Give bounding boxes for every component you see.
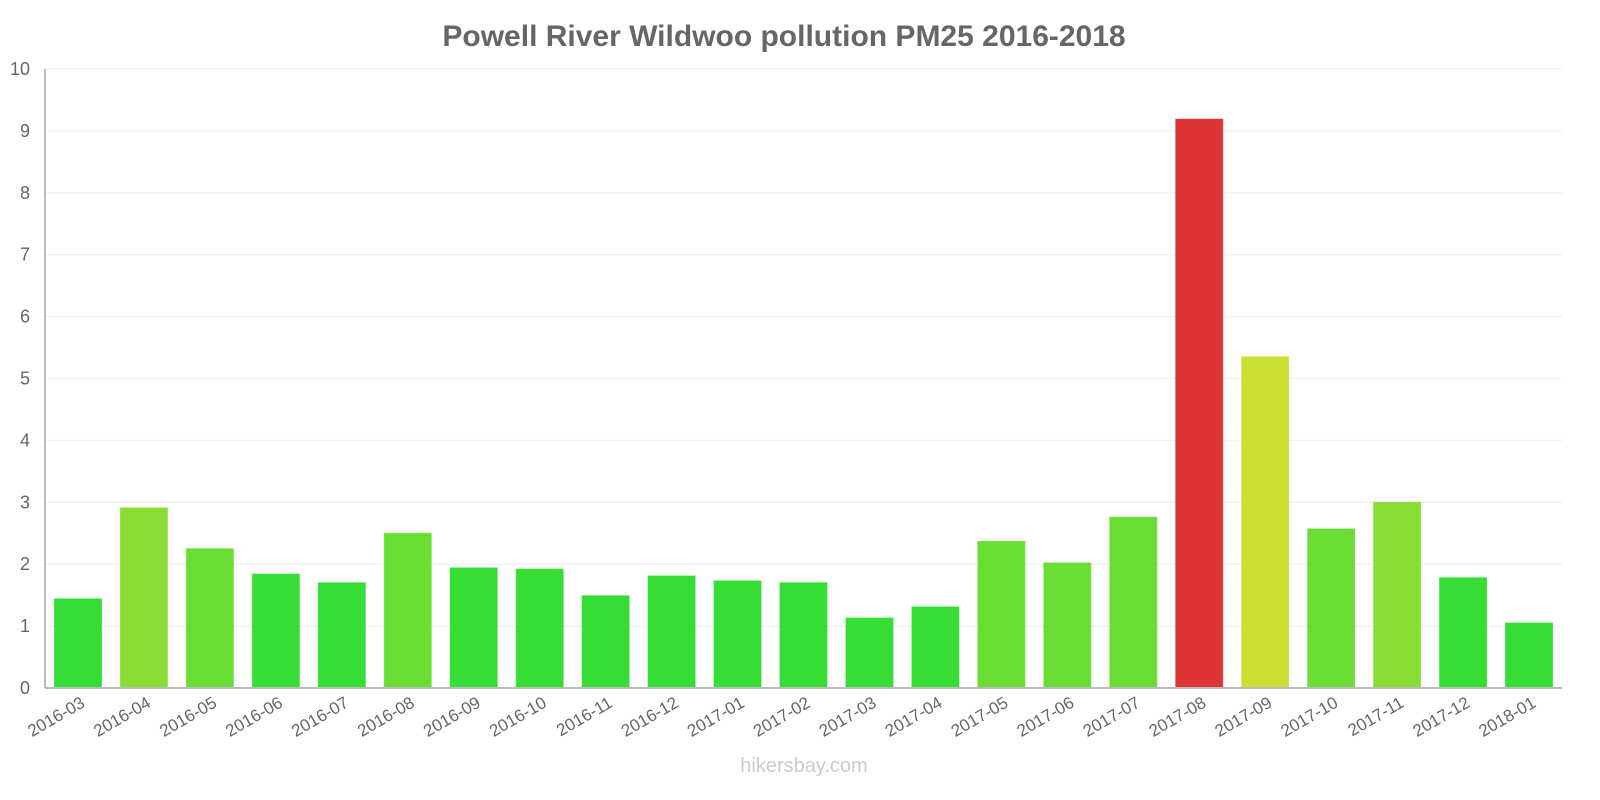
y-tick-label: 6 xyxy=(20,307,30,327)
x-tick-label: 2017-05 xyxy=(948,693,1012,741)
bar-2016-06 xyxy=(251,573,300,689)
x-tick-label: 2016-07 xyxy=(288,693,352,741)
x-tick-label: 2017-09 xyxy=(1212,693,1276,741)
bar-2018-01 xyxy=(1505,622,1554,689)
bar-2016-11 xyxy=(581,595,630,689)
bar-2017-07 xyxy=(1109,516,1158,689)
x-tick-label: 2016-06 xyxy=(222,693,286,741)
x-tick-label: 2016-09 xyxy=(420,693,484,741)
x-tick-label: 2017-11 xyxy=(1345,693,1407,740)
x-tick-label: 2017-07 xyxy=(1080,693,1144,741)
x-tick-label: 2016-05 xyxy=(156,693,220,741)
bar-2016-08 xyxy=(383,532,432,689)
watermark: hikersbay.com xyxy=(740,755,867,777)
bar-2017-08 xyxy=(1175,118,1224,689)
x-tick-label: 2017-04 xyxy=(882,693,946,741)
x-tick-label: 2016-10 xyxy=(486,693,550,741)
bar-2016-12 xyxy=(647,575,696,689)
bar-2016-03 xyxy=(53,598,102,689)
x-tick-label: 2017-10 xyxy=(1278,693,1342,741)
bar-2017-12 xyxy=(1439,577,1488,689)
y-tick-label: 2 xyxy=(20,554,30,574)
x-tick-label: 2017-03 xyxy=(816,693,880,741)
x-tick-label: 2017-01 xyxy=(684,693,748,741)
bar-2017-04 xyxy=(911,606,960,689)
x-tick-label: 2016-11 xyxy=(553,693,615,740)
y-tick-label: 4 xyxy=(20,430,30,450)
x-tick-label: 2017-02 xyxy=(750,693,814,741)
bar-2016-10 xyxy=(515,568,564,689)
x-tick-label: 2017-12 xyxy=(1410,693,1474,741)
bar-2016-07 xyxy=(317,582,366,689)
y-tick-label: 0 xyxy=(20,678,30,698)
bar-2017-06 xyxy=(1043,562,1092,689)
bar-2017-03 xyxy=(845,617,894,689)
bar-2017-02 xyxy=(779,582,828,689)
bar-2017-09 xyxy=(1241,356,1290,689)
bar-2017-10 xyxy=(1307,528,1356,689)
y-tick-label: 9 xyxy=(20,121,30,141)
x-tick-label: 2017-08 xyxy=(1146,693,1210,741)
y-tick-label: 7 xyxy=(20,245,30,265)
bar-2017-01 xyxy=(713,580,762,689)
bar-2016-09 xyxy=(449,567,498,689)
bar-2016-05 xyxy=(185,548,234,689)
x-tick-label: 2016-08 xyxy=(354,693,418,741)
y-tick-label: 1 xyxy=(20,616,30,636)
y-tick-label: 5 xyxy=(20,369,30,389)
y-tick-label: 10 xyxy=(10,59,30,79)
x-tick-label: 2016-04 xyxy=(90,693,154,741)
x-tick-label: 2018-01 xyxy=(1475,693,1539,741)
x-tick-label: 2016-12 xyxy=(618,693,682,741)
bar-2017-11 xyxy=(1373,501,1422,689)
y-tick-label: 8 xyxy=(20,183,30,203)
bar-2017-05 xyxy=(977,540,1026,689)
x-tick-label: 2017-06 xyxy=(1014,693,1078,741)
bar-2016-04 xyxy=(119,507,168,689)
y-tick-label: 3 xyxy=(20,492,30,512)
chart-title: Powell River Wildwoo pollution PM25 2016… xyxy=(442,20,1125,53)
x-tick-label: 2016-03 xyxy=(24,693,88,741)
